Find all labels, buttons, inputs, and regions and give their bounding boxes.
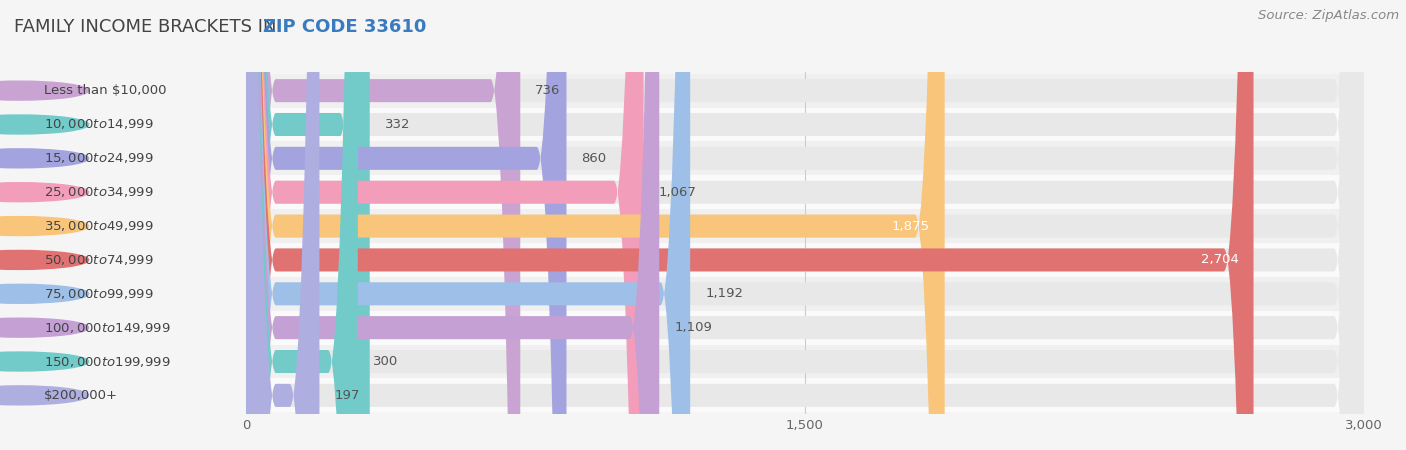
Bar bbox=[246, 243, 1364, 277]
Circle shape bbox=[0, 81, 89, 100]
FancyBboxPatch shape bbox=[246, 0, 1364, 450]
Text: Source: ZipAtlas.com: Source: ZipAtlas.com bbox=[1258, 9, 1399, 22]
Circle shape bbox=[0, 149, 89, 168]
Text: $25,000 to $34,999: $25,000 to $34,999 bbox=[45, 185, 155, 199]
Text: Less than $10,000: Less than $10,000 bbox=[45, 84, 167, 97]
FancyBboxPatch shape bbox=[246, 0, 319, 450]
Text: FAMILY INCOME BRACKETS IN: FAMILY INCOME BRACKETS IN bbox=[14, 18, 283, 36]
Circle shape bbox=[0, 318, 89, 337]
Text: ZIP CODE 33610: ZIP CODE 33610 bbox=[263, 18, 426, 36]
Bar bbox=[246, 378, 1364, 412]
Bar bbox=[246, 310, 1364, 345]
FancyBboxPatch shape bbox=[246, 0, 690, 450]
Circle shape bbox=[0, 216, 89, 235]
Circle shape bbox=[0, 284, 89, 303]
Text: 197: 197 bbox=[335, 389, 360, 402]
Text: $35,000 to $49,999: $35,000 to $49,999 bbox=[45, 219, 155, 233]
Text: 300: 300 bbox=[373, 355, 398, 368]
FancyBboxPatch shape bbox=[246, 0, 370, 450]
Text: 332: 332 bbox=[385, 118, 411, 131]
Text: $15,000 to $24,999: $15,000 to $24,999 bbox=[45, 151, 155, 165]
Text: $10,000 to $14,999: $10,000 to $14,999 bbox=[45, 117, 155, 131]
FancyBboxPatch shape bbox=[246, 0, 1364, 450]
Circle shape bbox=[0, 386, 89, 405]
Bar bbox=[246, 141, 1364, 176]
FancyBboxPatch shape bbox=[246, 0, 1254, 450]
Text: $200,000+: $200,000+ bbox=[45, 389, 118, 402]
FancyBboxPatch shape bbox=[246, 0, 659, 450]
Text: $150,000 to $199,999: $150,000 to $199,999 bbox=[45, 355, 170, 369]
FancyBboxPatch shape bbox=[246, 0, 1364, 450]
FancyBboxPatch shape bbox=[246, 0, 1364, 450]
Text: 1,109: 1,109 bbox=[673, 321, 711, 334]
FancyBboxPatch shape bbox=[246, 0, 520, 450]
Bar bbox=[246, 277, 1364, 310]
Bar bbox=[246, 74, 1364, 108]
FancyBboxPatch shape bbox=[246, 0, 1364, 450]
Text: $100,000 to $149,999: $100,000 to $149,999 bbox=[45, 321, 170, 335]
Circle shape bbox=[0, 251, 89, 270]
Text: 1,192: 1,192 bbox=[704, 287, 744, 300]
Circle shape bbox=[0, 115, 89, 134]
FancyBboxPatch shape bbox=[246, 0, 945, 450]
Circle shape bbox=[0, 183, 89, 202]
Bar bbox=[246, 209, 1364, 243]
FancyBboxPatch shape bbox=[246, 0, 1364, 450]
Bar bbox=[246, 108, 1364, 141]
FancyBboxPatch shape bbox=[246, 0, 1364, 450]
Text: 1,875: 1,875 bbox=[891, 220, 929, 233]
FancyBboxPatch shape bbox=[246, 0, 1364, 450]
Text: 860: 860 bbox=[582, 152, 606, 165]
Text: $50,000 to $74,999: $50,000 to $74,999 bbox=[45, 253, 155, 267]
Text: 1,067: 1,067 bbox=[658, 186, 696, 199]
FancyBboxPatch shape bbox=[246, 0, 644, 450]
FancyBboxPatch shape bbox=[246, 0, 1364, 450]
Text: 736: 736 bbox=[536, 84, 561, 97]
Text: 2,704: 2,704 bbox=[1201, 253, 1239, 266]
FancyBboxPatch shape bbox=[246, 0, 357, 450]
Circle shape bbox=[0, 352, 89, 371]
Bar bbox=[246, 345, 1364, 378]
Bar bbox=[246, 176, 1364, 209]
FancyBboxPatch shape bbox=[246, 0, 1364, 450]
Text: $75,000 to $99,999: $75,000 to $99,999 bbox=[45, 287, 155, 301]
FancyBboxPatch shape bbox=[246, 0, 567, 450]
